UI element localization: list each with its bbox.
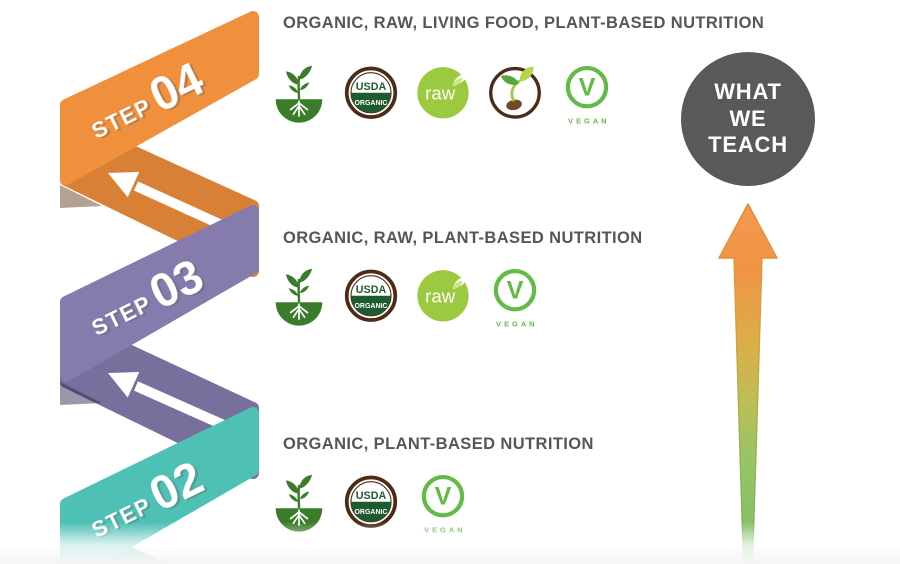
badge-line-2: WE (729, 105, 767, 131)
step-04-icons (271, 62, 615, 131)
badge-line-1: WHAT (714, 78, 782, 104)
usda-organic-icon (343, 62, 399, 131)
step-03-icons (271, 265, 543, 334)
badge-line-3: TEACH (708, 132, 788, 158)
usda-organic-icon (343, 265, 399, 334)
bottom-fade (0, 522, 900, 564)
ribbon-fold-shadow-03 (60, 382, 102, 405)
step-02-heading: ORGANIC, PLANT-BASED NUTRITION (283, 435, 594, 453)
plant-icon (271, 265, 327, 334)
sprout-icon (487, 62, 543, 131)
growth-arrow-icon (718, 203, 778, 563)
raw-icon (415, 265, 471, 334)
ribbon-band-step-03-front (60, 205, 259, 382)
raw-icon (415, 62, 471, 131)
what-we-teach-badge: WHAT WE TEACH (681, 52, 815, 186)
step-03-heading: ORGANIC, RAW, PLANT-BASED NUTRITION (283, 229, 643, 247)
step-04-heading: ORGANIC, RAW, LIVING FOOD, PLANT-BASED N… (283, 14, 765, 32)
vegan-icon (559, 62, 615, 131)
plant-icon (271, 62, 327, 131)
ribbon-fold-shadow-04 (60, 185, 102, 208)
vegan-icon (487, 265, 543, 334)
ribbon-band-step-04-front (60, 11, 259, 185)
